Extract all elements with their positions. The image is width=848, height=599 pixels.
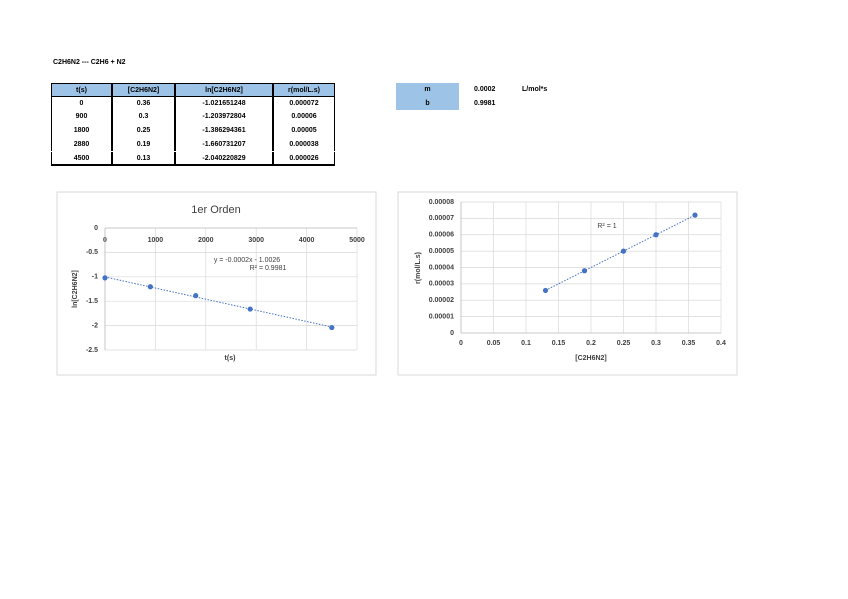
x-tick-label: 5000 [349, 237, 365, 244]
table-header: r(mol/L.s) [273, 83, 335, 97]
table-cell: 900 [51, 110, 112, 125]
chart-area [56, 191, 377, 376]
table-cell: 0.000038 [273, 137, 335, 152]
y-tick-label: 0.00006 [429, 232, 454, 239]
data-point [247, 306, 253, 312]
table-cell: -1.386294361 [175, 124, 273, 138]
y-tick-label: 0 [450, 330, 454, 337]
trendline [104, 276, 332, 328]
data-point [102, 275, 108, 281]
table-border [51, 165, 335, 167]
table-cell: 0.3 [112, 110, 175, 125]
param-label: b [396, 96, 459, 110]
table-cell: -2.040220829 [175, 151, 273, 166]
y-tick-label: 0 [94, 225, 98, 232]
y-axis-label: r(mol/L.s) [415, 252, 422, 284]
y-tick-label: -1.5 [86, 298, 98, 305]
table-cell: -1.660731207 [175, 137, 273, 152]
table-cell: 2880 [51, 137, 112, 152]
x-tick-label: 3000 [248, 237, 264, 244]
y-tick-label: -2.5 [86, 347, 98, 354]
data-point [193, 293, 199, 299]
y-tick-label: 0.00005 [429, 248, 454, 255]
y-tick-label: 0.00002 [429, 297, 454, 304]
table-cell: 1800 [51, 124, 112, 138]
annotation: R² = 1 [597, 223, 616, 230]
page-title: C2H6N2 --- C2H6 + N2 [53, 59, 126, 66]
x-tick-label: 0.4 [716, 340, 726, 347]
data-point [329, 324, 335, 331]
y-tick-label: 0.00001 [429, 313, 454, 320]
annotation: R² = 0.9981 [250, 265, 287, 272]
x-tick-label: 0.15 [552, 340, 566, 347]
y-tick-label: 0.00003 [429, 281, 454, 288]
x-tick-label: 0.35 [682, 340, 696, 347]
table-cell: 0.000026 [273, 151, 335, 166]
data-point [620, 248, 627, 254]
data-point [542, 287, 549, 294]
annotation: y = -0.0002x - 1.0026 [214, 257, 280, 264]
data-point [692, 212, 698, 218]
x-tick-label: 4000 [299, 237, 315, 244]
x-tick-label: 0.05 [487, 340, 501, 347]
x-axis-label: t(s) [225, 355, 236, 362]
param-value: 0.0002 [474, 86, 496, 93]
table-header: ln[C2H6N2] [175, 83, 273, 97]
table-cell: 0.00006 [273, 110, 335, 125]
table-cell: 0 [51, 96, 112, 111]
table-cell: 0.00005 [273, 124, 335, 138]
param-value: 0.9981 [474, 99, 496, 107]
table-header: [C2H6N2] [112, 83, 175, 97]
x-tick-label: 0 [459, 340, 463, 347]
x-axis-label: [C2H6N2] [575, 355, 607, 362]
table-cell: 0.19 [112, 137, 175, 152]
table-cell: 0.000072 [273, 96, 335, 111]
table-cell: 0.25 [112, 124, 175, 138]
x-tick-label: 0.25 [617, 340, 631, 347]
y-tick-label: -0.5 [86, 249, 98, 256]
table-cell: 0.13 [112, 151, 175, 166]
y-axis-label: ln[C2H6N2] [72, 270, 79, 308]
y-tick-label: 0.00007 [429, 215, 454, 222]
y-tick-label: -2 [92, 322, 98, 329]
x-tick-label: 0.3 [651, 340, 661, 347]
x-tick-label: 0 [103, 237, 107, 244]
y-tick-label: 0.00008 [429, 199, 454, 206]
param-label: m [396, 83, 459, 97]
trendline [545, 214, 696, 291]
table-cell: 0.36 [112, 96, 175, 111]
x-tick-label: 1000 [148, 237, 164, 244]
data-point [653, 232, 659, 238]
table-cell: -1.021651248 [175, 96, 273, 111]
y-tick-label: 0.00004 [429, 264, 454, 271]
x-tick-label: 0.2 [586, 340, 596, 347]
table-cell: -1.203972804 [175, 110, 273, 125]
y-tick-label: -1 [92, 274, 98, 281]
x-tick-label: 2000 [198, 237, 214, 244]
table-cell: 4500 [51, 151, 112, 166]
chart-area [397, 191, 738, 376]
chart-title: 1er Orden [191, 204, 241, 216]
x-tick-label: 0.1 [521, 340, 531, 347]
data-point [147, 284, 153, 290]
param-unit: L/mol*s [522, 86, 548, 93]
table-header: t(s) [51, 83, 112, 97]
data-point [581, 268, 588, 274]
